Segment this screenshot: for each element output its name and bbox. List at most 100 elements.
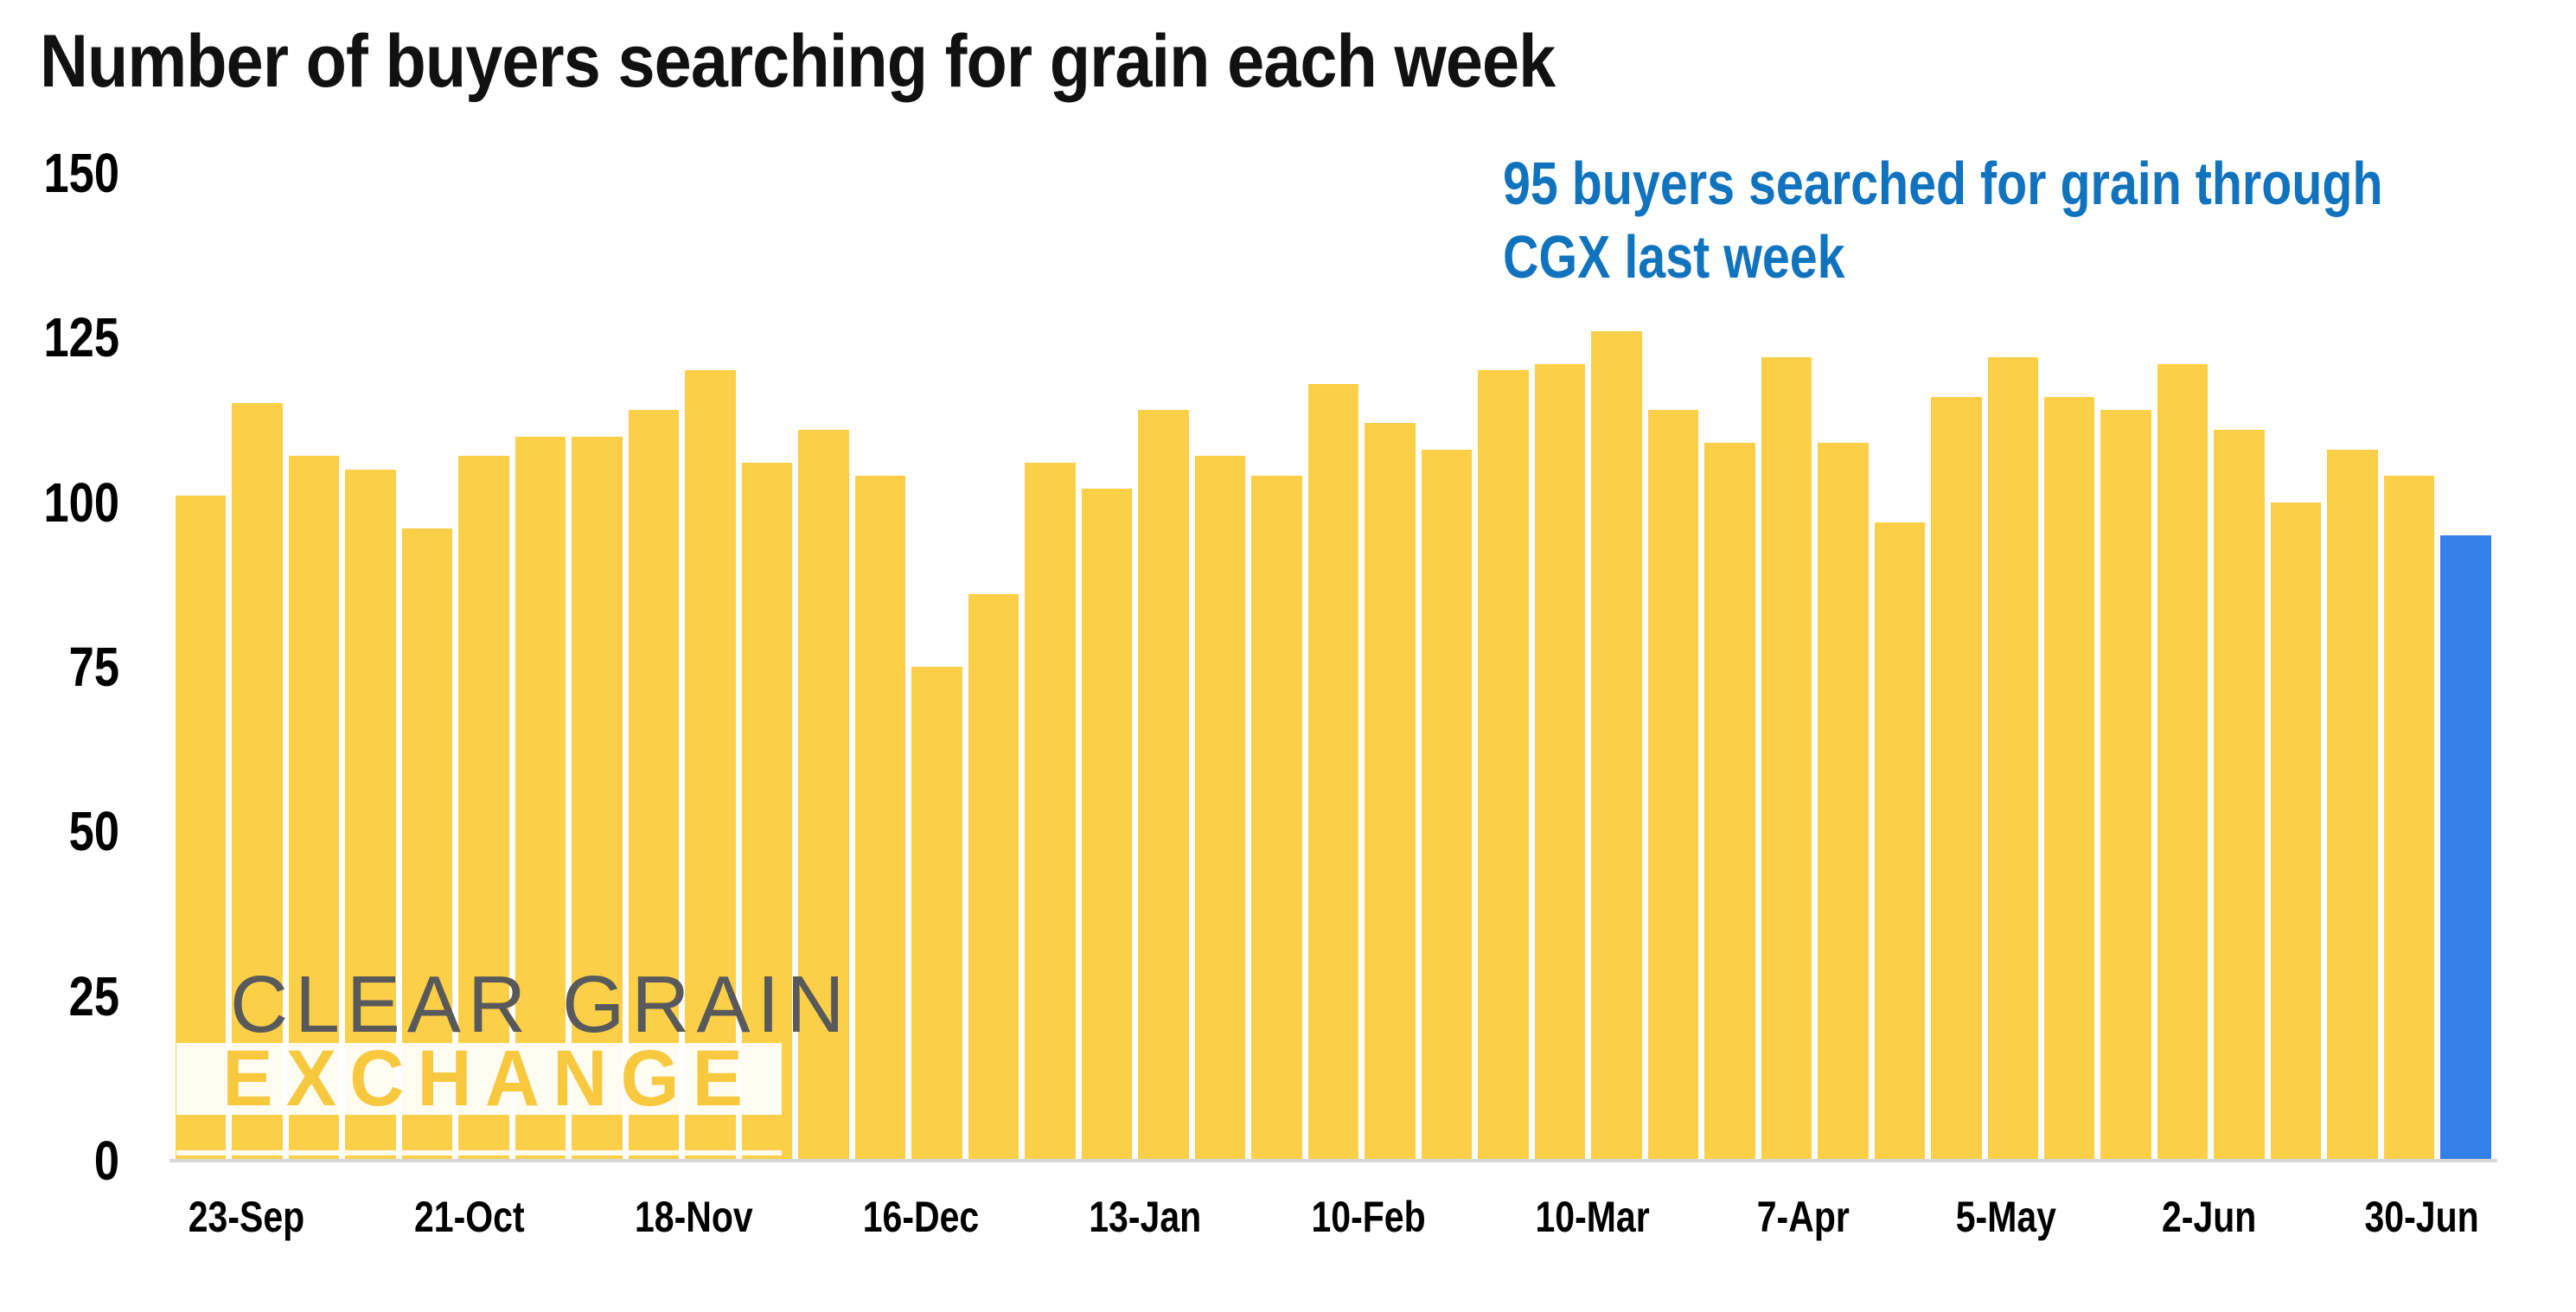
bar (1307, 383, 1359, 1161)
y-tick-label: 100 (43, 470, 119, 534)
bar (1591, 330, 1642, 1161)
x-tick-label: 23-Sep (188, 1193, 305, 1241)
x-tick-slot (569, 1192, 589, 1242)
x-tick-slot (998, 1192, 1018, 1242)
chart-title: Number of buyers searching for grain eac… (40, 20, 1556, 103)
bar (1987, 357, 2038, 1161)
x-tick-slot (1892, 1192, 1912, 1242)
x-tick-slot (1051, 1192, 1071, 1242)
x-tick-slot (1694, 1192, 1714, 1242)
bar (2383, 476, 2435, 1161)
x-tick-slot (2125, 1192, 2145, 1242)
bar (2043, 396, 2095, 1161)
y-tick-label: 75 (68, 636, 119, 698)
x-tick-label: 16-Dec (863, 1193, 980, 1241)
x-tick-slot (1668, 1192, 1688, 1242)
bar (968, 594, 1020, 1161)
x-tick-label: 13-Jan (1089, 1193, 1202, 1241)
bar (628, 410, 680, 1161)
bar (2157, 363, 2208, 1161)
x-tick-label: 10-Mar (1535, 1193, 1650, 1241)
x-tick-slot (1025, 1192, 1045, 1242)
x-tick-slot: 18-Nov (622, 1192, 766, 1242)
x-tick-slot (2299, 1192, 2319, 1242)
x-tick-slot: 7-Apr (1747, 1192, 1860, 1242)
x-tick-slot (798, 1192, 818, 1242)
x-tick-slot (2100, 1192, 2119, 1242)
x-tick-slot (543, 1192, 563, 1242)
y-tick-label: 25 (68, 964, 119, 1027)
x-tick-slot (376, 1192, 396, 1242)
x-tick-slot (2073, 1192, 2093, 1242)
x-tick-slot: 21-Oct (402, 1192, 537, 1242)
watermark-clear-grain: CLEAR GRAIN (230, 959, 852, 1049)
x-tick-slot (323, 1192, 343, 1242)
bar (798, 429, 849, 1161)
x-tick-slot: 30-Jun (2352, 1192, 2491, 1242)
bar (1478, 370, 1529, 1161)
bar (911, 667, 962, 1161)
bar (1421, 449, 1473, 1161)
x-tick-slot: 23-Sep (176, 1192, 317, 1242)
x-tick-label: 18-Nov (634, 1193, 753, 1241)
bar (515, 436, 566, 1161)
watermark-exchange-band: EXCHANGE (176, 1034, 782, 1123)
x-tick-slot: 13-Jan (1077, 1192, 1213, 1242)
x-tick-slot: 10-Feb (1299, 1192, 1438, 1242)
x-tick-label: 10-Feb (1311, 1193, 1426, 1241)
x-tick-label: 2-Jun (2162, 1193, 2257, 1241)
bar (854, 476, 906, 1161)
bar (1874, 522, 1926, 1161)
x-tick-slot: 16-Dec (850, 1192, 992, 1242)
x-tick-label: 21-Oct (413, 1193, 525, 1241)
bar (1647, 410, 1699, 1161)
x-tick-slot (1246, 1192, 1266, 1242)
x-tick-slot (824, 1192, 844, 1242)
bar (1138, 410, 1189, 1161)
x-tick-slot: 2-Jun (2151, 1192, 2266, 1242)
y-tick-label: 150 (43, 142, 119, 204)
bar (2214, 429, 2265, 1161)
x-tick-slot: 5-May (1945, 1192, 2068, 1242)
bar (1025, 463, 1076, 1161)
watermark-exchange: EXCHANGE (222, 1034, 757, 1123)
annotation-callout: 95 buyers searched for grain through CGX… (1503, 147, 2383, 294)
x-tick-slot (2273, 1192, 2293, 1242)
x-tick-slot (771, 1192, 791, 1242)
bar (2100, 410, 2151, 1161)
y-tick-label: 0 (93, 1130, 119, 1192)
x-tick-slot (1272, 1192, 1292, 1242)
bar (232, 403, 283, 1161)
x-tick-slot (1220, 1192, 1240, 1242)
bar (1365, 423, 1416, 1161)
x-tick-slot (595, 1192, 615, 1242)
x-axis-baseline (169, 1159, 2497, 1162)
x-tick-label: 7-Apr (1756, 1193, 1850, 1241)
bar (572, 436, 623, 1161)
x-tick-slot (1497, 1192, 1517, 1242)
annotation-line-1: 95 buyers searched for grain through (1503, 150, 2383, 217)
x-tick-slot: 10-Mar (1523, 1192, 1662, 1242)
bar (1818, 443, 1869, 1161)
x-tick-label: 5-May (1955, 1193, 2056, 1241)
bar (1194, 456, 1246, 1161)
bar (1931, 396, 1982, 1161)
x-tick-slot (2325, 1192, 2345, 1242)
bar (1081, 489, 1133, 1161)
bar (2270, 502, 2322, 1161)
bar (1534, 363, 1586, 1161)
x-axis: 23-Sep 21-Oct 18-Nov 16-Dec 13-Jan 10-Feb 10-M… (176, 1192, 2491, 1242)
x-tick-slot (1470, 1192, 1490, 1242)
y-tick-label: 50 (68, 800, 119, 863)
bar (1704, 443, 1755, 1161)
x-tick-slot (1918, 1192, 1938, 1242)
watermark-rule (176, 1150, 782, 1155)
x-tick-label: 30-Jun (2364, 1193, 2479, 1241)
bar (1761, 357, 1812, 1161)
x-tick-slot (1866, 1192, 1886, 1242)
bar-highlighted (2440, 534, 2491, 1161)
x-tick-slot (1721, 1192, 1741, 1242)
bar (1251, 476, 1302, 1161)
y-tick-label: 125 (43, 306, 119, 369)
